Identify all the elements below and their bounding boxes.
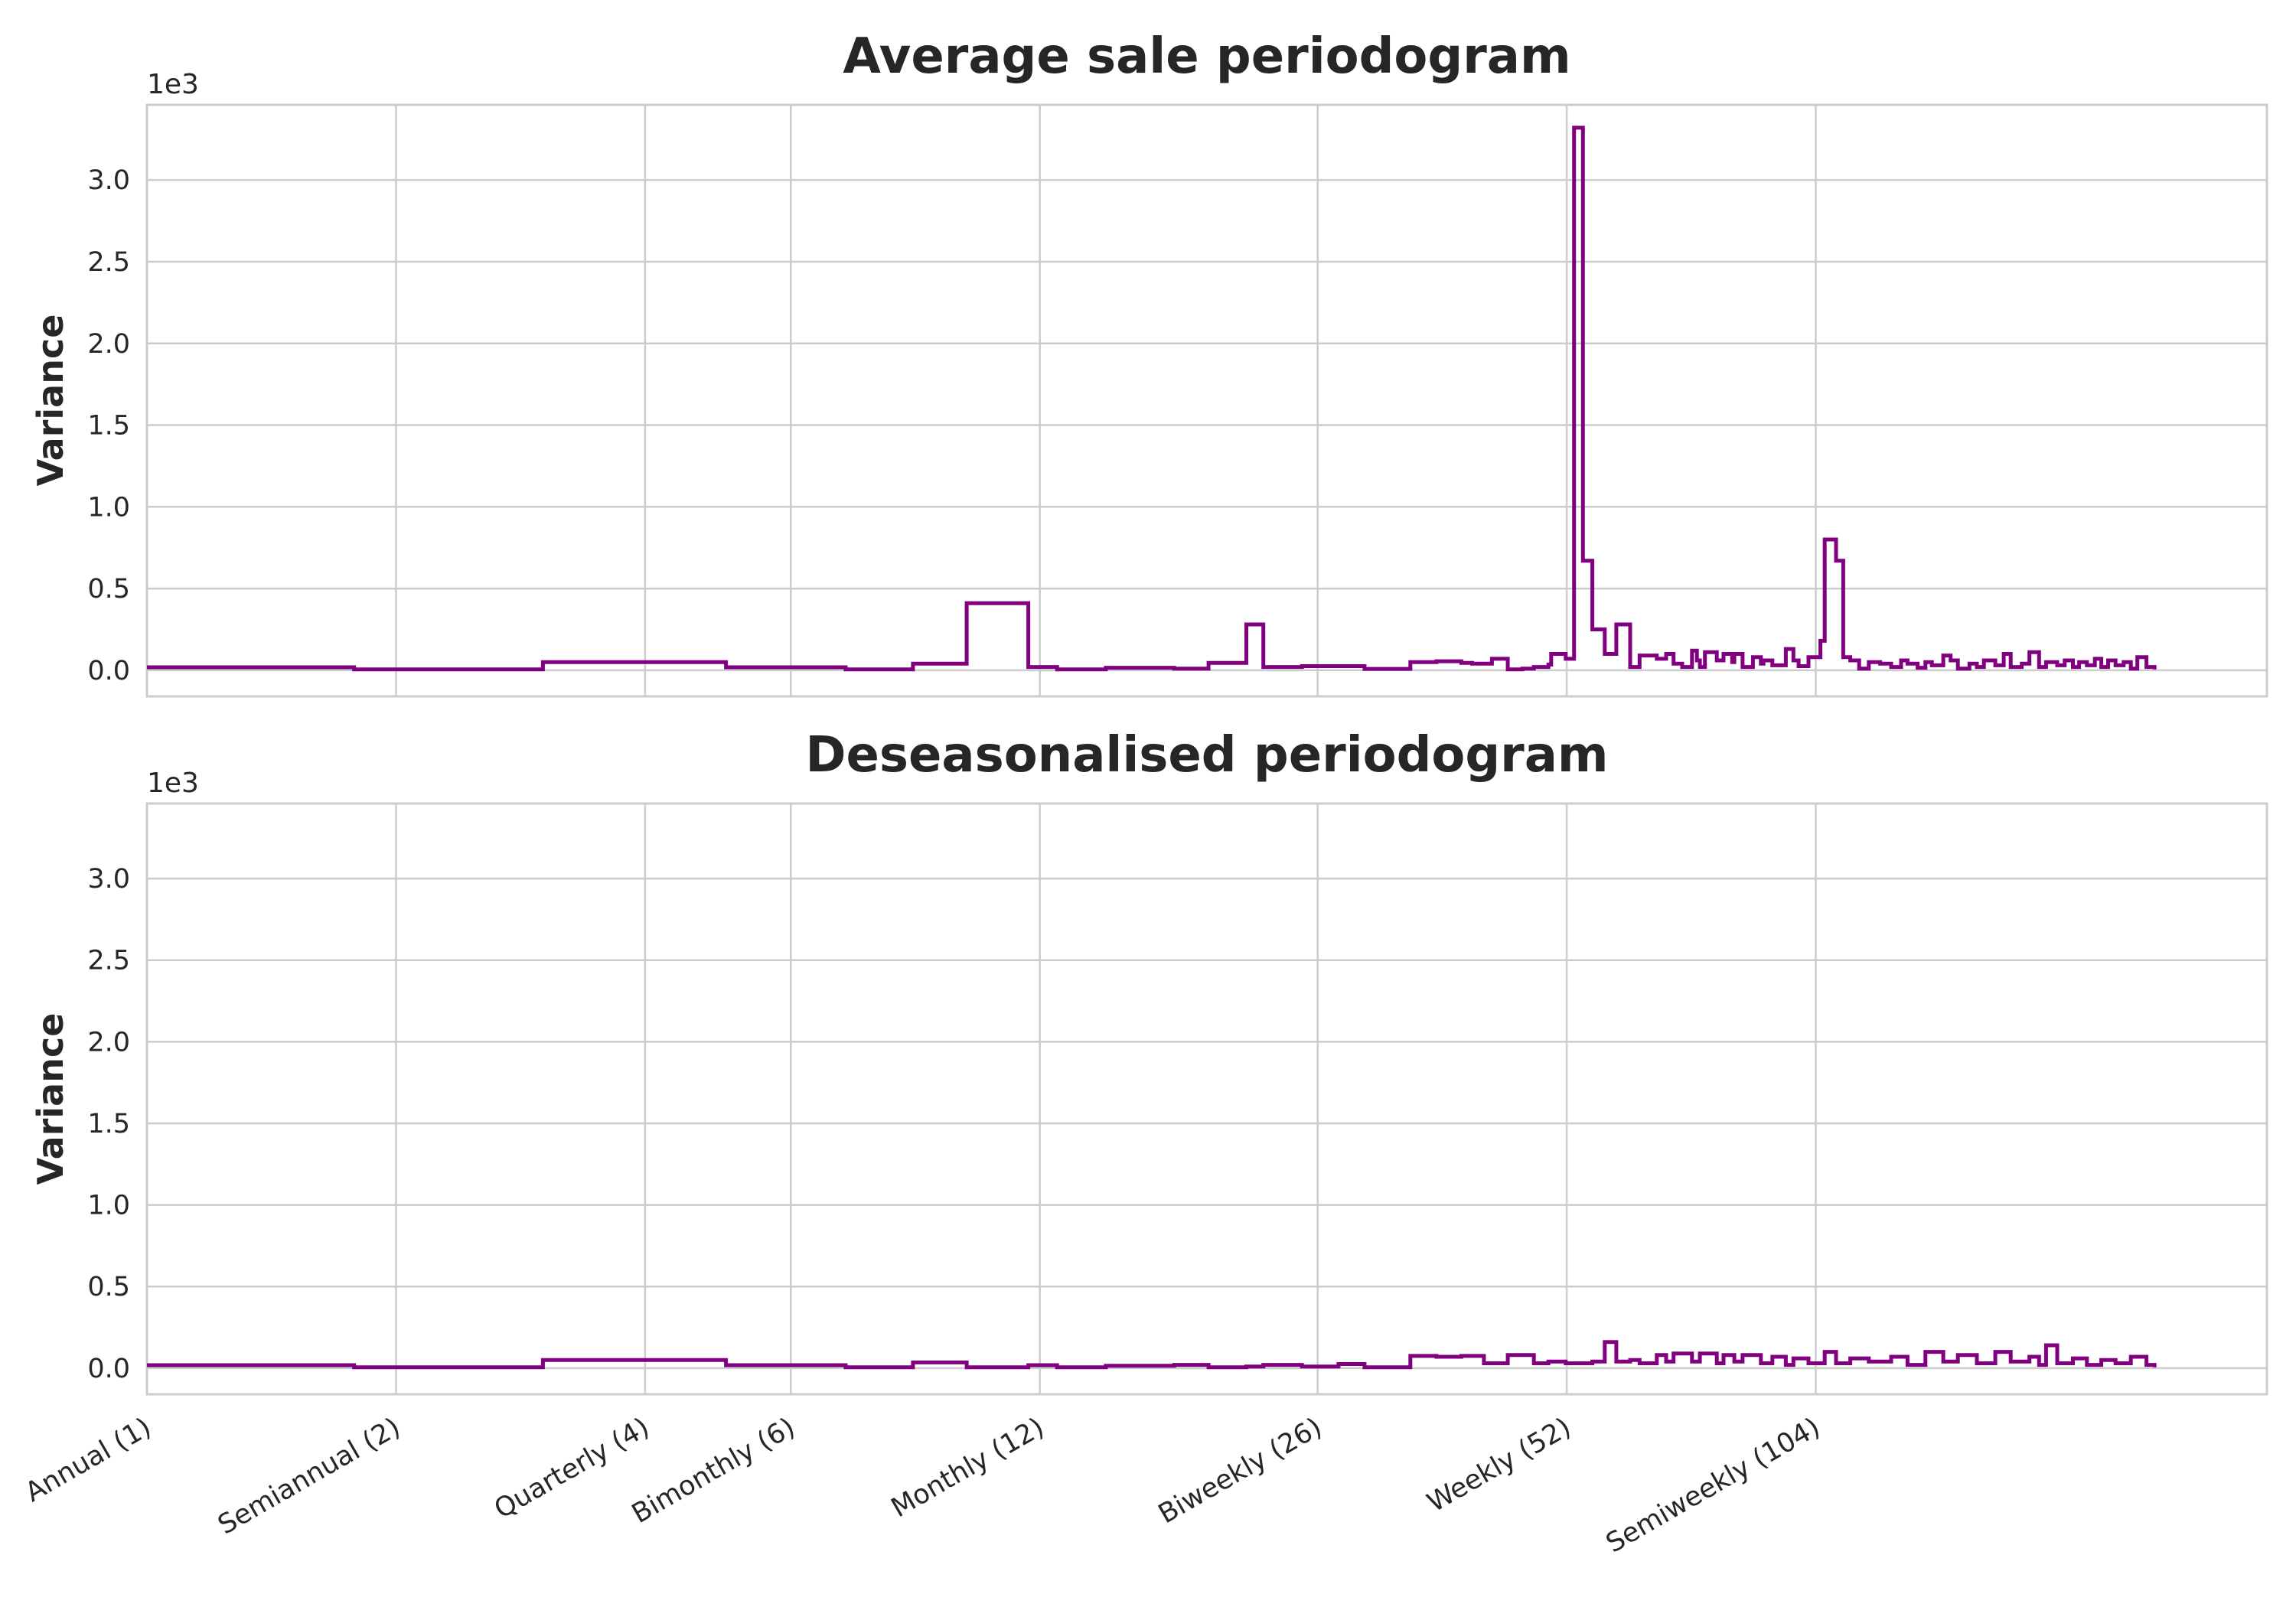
periodogram-series [147,125,2157,672]
y-offset-label: 1e3 [147,69,199,100]
y-tick-label: 0.5 [87,1272,130,1302]
y-tick-label: 3.0 [87,864,130,895]
x-tick-label: Semiweekly (104) [1601,1412,1825,1559]
x-tick-label: Annual (1) [21,1412,157,1508]
y-tick-label: 1.0 [87,492,130,523]
y-offset-label: 1e3 [147,768,199,799]
y-tick-label: 2.0 [87,329,130,360]
x-tick-label: Monthly (12) [886,1412,1049,1524]
y-tick-label: 0.0 [87,656,130,686]
y-tick-label: 2.5 [87,247,130,278]
y-tick-label: 3.0 [87,165,130,196]
x-tick-label: Weekly (52) [1422,1412,1576,1518]
y-tick-label: 1.5 [87,1109,130,1139]
panel-1: 0.0 0.5 1.0 1.5 2.0 2.5 3.0 Average sale period… [30,28,2268,698]
x-tick-label: Biweekly (26) [1153,1412,1327,1530]
y-tick-label: 1.5 [87,411,130,442]
y-axis-label: Variance [30,1013,71,1185]
y-tick-label: 1.0 [87,1191,130,1221]
y-tick-label: 0.5 [87,574,130,605]
y-tick-label: 2.0 [87,1027,130,1058]
x-tick-label: Semiannual (2) [213,1412,406,1540]
x-tick-label: Bimonthly (6) [627,1412,801,1530]
y-tick-label: 2.5 [87,946,130,976]
chart-title: Deseasonalised periodogram [805,727,1608,784]
chart-title: Average sale periodogram [843,28,1570,85]
plot-frame [145,103,2268,698]
plot-frame [145,802,2268,1396]
y-tick-label: 0.0 [87,1354,130,1384]
periodogram-series [147,1340,2157,1370]
panel-2: 0.0 0.5 1.0 1.5 2.0 2.5 3.0 Deseasonalised peri… [21,727,2268,1559]
y-axis-label: Variance [30,315,71,487]
